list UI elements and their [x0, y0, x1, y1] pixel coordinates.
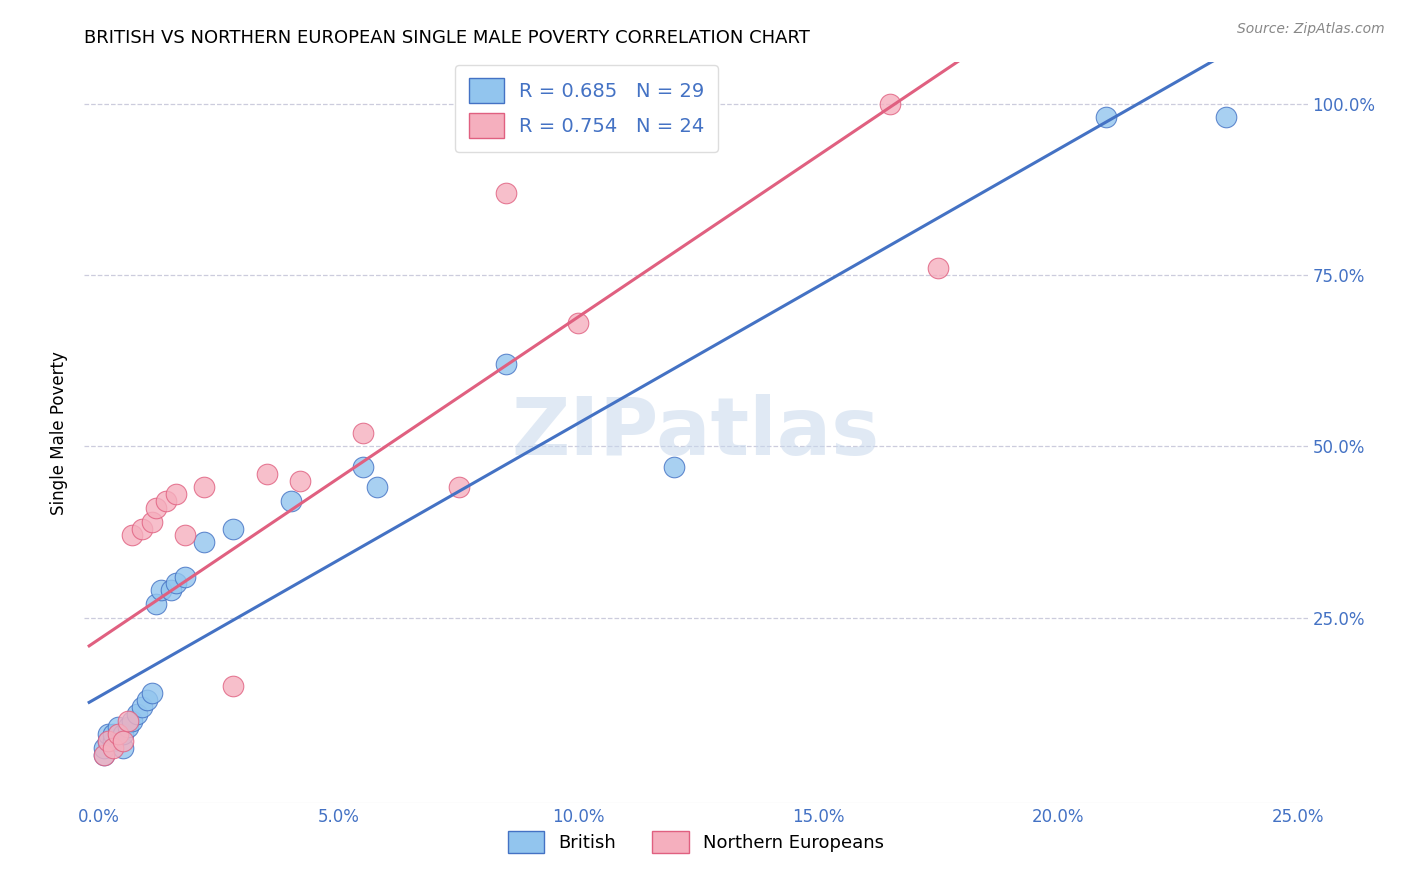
Point [567, 316, 589, 330]
Point [111, 734, 134, 748]
Point [107, 720, 129, 734]
Point [927, 261, 949, 276]
Point [93, 747, 115, 762]
Text: BRITISH VS NORTHERN EUROPEAN SINGLE MALE POVERTY CORRELATION CHART: BRITISH VS NORTHERN EUROPEAN SINGLE MALE… [84, 29, 810, 47]
Point [117, 714, 139, 728]
Point [97, 734, 120, 748]
Point [290, 474, 312, 488]
Point [222, 679, 245, 693]
Point [97, 734, 120, 748]
Legend: British, Northern Europeans: British, Northern Europeans [501, 824, 891, 861]
Point [256, 467, 278, 481]
Point [93, 747, 115, 762]
Point [165, 487, 187, 501]
Point [640, 96, 662, 111]
Point [121, 528, 143, 542]
Point [1215, 110, 1237, 124]
Point [117, 720, 139, 734]
Point [222, 522, 245, 536]
Point [141, 686, 163, 700]
Point [141, 515, 163, 529]
Point [101, 741, 124, 756]
Point [879, 96, 901, 111]
Point [165, 576, 187, 591]
Point [664, 459, 686, 474]
Point [101, 734, 124, 748]
Point [495, 186, 517, 200]
Point [135, 693, 157, 707]
Point [127, 706, 149, 721]
Point [101, 727, 124, 741]
Point [280, 494, 302, 508]
Point [447, 480, 470, 494]
Point [145, 597, 167, 611]
Point [155, 494, 177, 508]
Point [145, 501, 167, 516]
Point [174, 528, 197, 542]
Point [193, 480, 215, 494]
Y-axis label: Single Male Poverty: Single Male Poverty [51, 351, 69, 515]
Point [366, 480, 388, 494]
Point [193, 535, 215, 549]
Point [150, 583, 173, 598]
Point [107, 727, 129, 741]
Point [174, 569, 197, 583]
Point [352, 425, 374, 440]
Point [495, 357, 517, 371]
Point [1095, 110, 1118, 124]
Text: ZIPatlas: ZIPatlas [512, 393, 880, 472]
Point [121, 714, 143, 728]
Point [159, 583, 181, 598]
Point [131, 699, 153, 714]
Point [93, 741, 115, 756]
Point [352, 459, 374, 474]
Point [97, 727, 120, 741]
Point [111, 727, 134, 741]
Point [131, 522, 153, 536]
Point [111, 741, 134, 756]
Text: Source: ZipAtlas.com: Source: ZipAtlas.com [1237, 22, 1385, 37]
